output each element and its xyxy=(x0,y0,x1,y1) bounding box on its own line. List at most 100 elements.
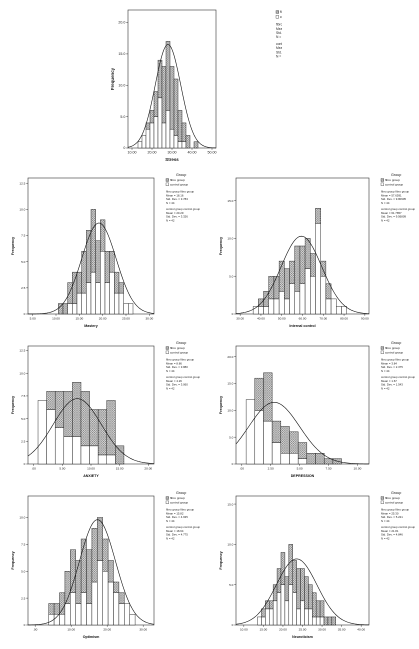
bar-fibro-group xyxy=(53,603,60,615)
stats-line: Std. Dev. = 4.935 xyxy=(166,515,188,519)
chart-svg: 5.00 10.00 15.00 20.00 25.00 30.00 0 2.5 5.0 7.5 1… xyxy=(11,173,200,328)
bar-control-group xyxy=(297,458,308,465)
bar-fibro-group xyxy=(312,592,317,618)
legend-item-control-group: control group xyxy=(170,350,188,354)
legend-title: Group xyxy=(176,173,186,177)
stats-line: N = 42 xyxy=(166,218,175,222)
bar-fibro-group xyxy=(185,135,191,149)
bar-fibro-group xyxy=(331,616,336,626)
bar-fibro-group xyxy=(62,303,68,315)
bar-fibro-group xyxy=(48,603,55,615)
bar-control-group xyxy=(102,571,109,626)
y-axis-label: Frequency xyxy=(110,67,115,90)
stats-line: Std. Dev. = 1.543 xyxy=(381,383,403,387)
bar-control-group xyxy=(64,603,71,626)
x-tick-label: 25.00 xyxy=(122,317,130,321)
stats-line: Mean = 18.64 xyxy=(166,529,184,533)
stats-line: Std. Dev. = 9.56809 xyxy=(381,215,406,219)
x-tick-label: 15.00 xyxy=(75,317,83,321)
bar-control-group xyxy=(124,603,130,626)
bar-fibro-group xyxy=(288,544,293,585)
y-tick-label: 0 xyxy=(24,623,26,627)
bar-fibro-group xyxy=(296,568,301,610)
bar-fibro-group xyxy=(263,372,273,422)
bar-fibro-group xyxy=(289,431,299,454)
bar-fibro-group xyxy=(149,110,155,124)
bar-control-group xyxy=(261,616,266,626)
bar-control-group xyxy=(272,600,278,626)
y-tick-label: 10.0 xyxy=(227,237,233,241)
x-axis-label: Internal control xyxy=(289,324,315,328)
y-tick-label: 10.0 xyxy=(19,208,25,212)
bar-control-group xyxy=(70,592,76,626)
y-axis-label: Frequency xyxy=(219,396,223,414)
x-tick-label: 30.00 xyxy=(145,317,153,321)
bar-control-group xyxy=(173,135,179,149)
x-tick-label: 20.00 xyxy=(148,151,157,155)
bar-control-group xyxy=(292,592,297,626)
bar-control-group xyxy=(59,614,66,626)
stress-histogram: 10.00 20.00 30.00 40.00 50.00 0 5.0 10.0 15.0 20.… xyxy=(104,0,282,170)
stats-line: Mean = 8.86 xyxy=(166,361,182,365)
bar-control-group xyxy=(80,592,87,626)
bar-fibro-group xyxy=(86,549,93,604)
y-tick-label: 15.0 xyxy=(227,199,233,203)
x-tick-label: 20.00 xyxy=(99,317,107,321)
bar-control-group xyxy=(181,141,187,149)
normal-curve xyxy=(27,519,155,626)
anxiety-histogram: .00 5.00 10.00 15.00 20.00 0 2.5 5.0 7.5 10.0 12.5… xyxy=(0,338,200,488)
bar-fibro-group xyxy=(72,271,78,304)
bar-control-group xyxy=(91,581,98,626)
y-tick-label: 10.0 xyxy=(19,516,25,520)
bar-fibro-group xyxy=(297,442,308,459)
chart-svg: 30.00 40.00 50.00 60.00 70.00 80.00 90.00 0 5.0 1… xyxy=(219,173,415,328)
bar-fibro-group xyxy=(59,592,66,615)
stats-line: Std. Dev. = 2.375 xyxy=(381,365,403,369)
x-axis-label: DEPRESSION xyxy=(291,474,315,478)
bar-control-group xyxy=(341,306,347,315)
stats-line: Std. Dev. = 7.08880 xyxy=(276,50,282,54)
bar-control-group xyxy=(72,303,78,315)
y-tick-label: 0 xyxy=(24,312,26,316)
legend-item-fibro-group: fibro group xyxy=(170,346,185,350)
legend-title: Group xyxy=(391,173,401,177)
bar-control-group xyxy=(37,400,47,465)
bar-control-group xyxy=(325,298,332,315)
stats-line: Mean = 3.84 xyxy=(381,361,397,365)
stats-line: N = 22 xyxy=(276,35,282,39)
stats-line: Mean = 1.67 xyxy=(381,379,397,383)
y-tick-label: 10.0 xyxy=(227,543,233,547)
stats-line: control group control group xyxy=(381,525,415,529)
bar-control-group xyxy=(97,454,107,465)
x-tick-label: 15.00 xyxy=(260,628,268,632)
legend-item-control-group: control group xyxy=(170,182,188,186)
bar-fibro-group xyxy=(169,66,175,130)
x-tick-label: 2.50 xyxy=(268,467,274,471)
mastery-histogram: 5.00 10.00 15.00 20.00 25.00 30.00 0 2.5 5.0 7.5 1… xyxy=(0,170,200,338)
legend-swatch-fibro xyxy=(380,346,384,350)
bar-control-group xyxy=(271,442,282,465)
bar-control-group xyxy=(263,420,273,465)
legend-title: Group xyxy=(391,491,401,495)
x-tick-label: 40.00 xyxy=(357,628,365,632)
x-tick-label: 30.00 xyxy=(236,317,244,321)
normal-curve xyxy=(27,398,155,464)
bar-fibro-group xyxy=(75,560,82,604)
stats-line: N = 44 xyxy=(166,369,175,373)
stats-line: control group control group xyxy=(381,375,415,379)
legend-swatch-control xyxy=(165,182,169,186)
x-tick-label: 40.00 xyxy=(257,317,265,321)
bar-control-group xyxy=(90,271,96,315)
x-tick-label: 10.00 xyxy=(128,151,137,155)
x-axis-label: Mastery xyxy=(84,324,98,328)
bar-fibro-group xyxy=(280,552,286,585)
bar-fibro-group xyxy=(284,576,290,602)
bar-control-group xyxy=(280,453,290,465)
bar-fibro-group xyxy=(109,251,115,273)
bar-fibro-group xyxy=(284,268,290,300)
x-tick-label: 10.00 xyxy=(52,317,60,321)
y-tick-label: 20.0 xyxy=(118,21,125,25)
stats-line: Std. Dev. = 5.221 xyxy=(381,515,403,519)
chart-svg: 10.00 15.00 20.00 25.00 30.00 35.00 40.00 0 5.0 1… xyxy=(219,491,415,639)
depression-histogram: .00 2.50 5.00 7.50 10.00 0 5.0 10.0 15.0 20.0 DEPR… xyxy=(210,338,419,488)
